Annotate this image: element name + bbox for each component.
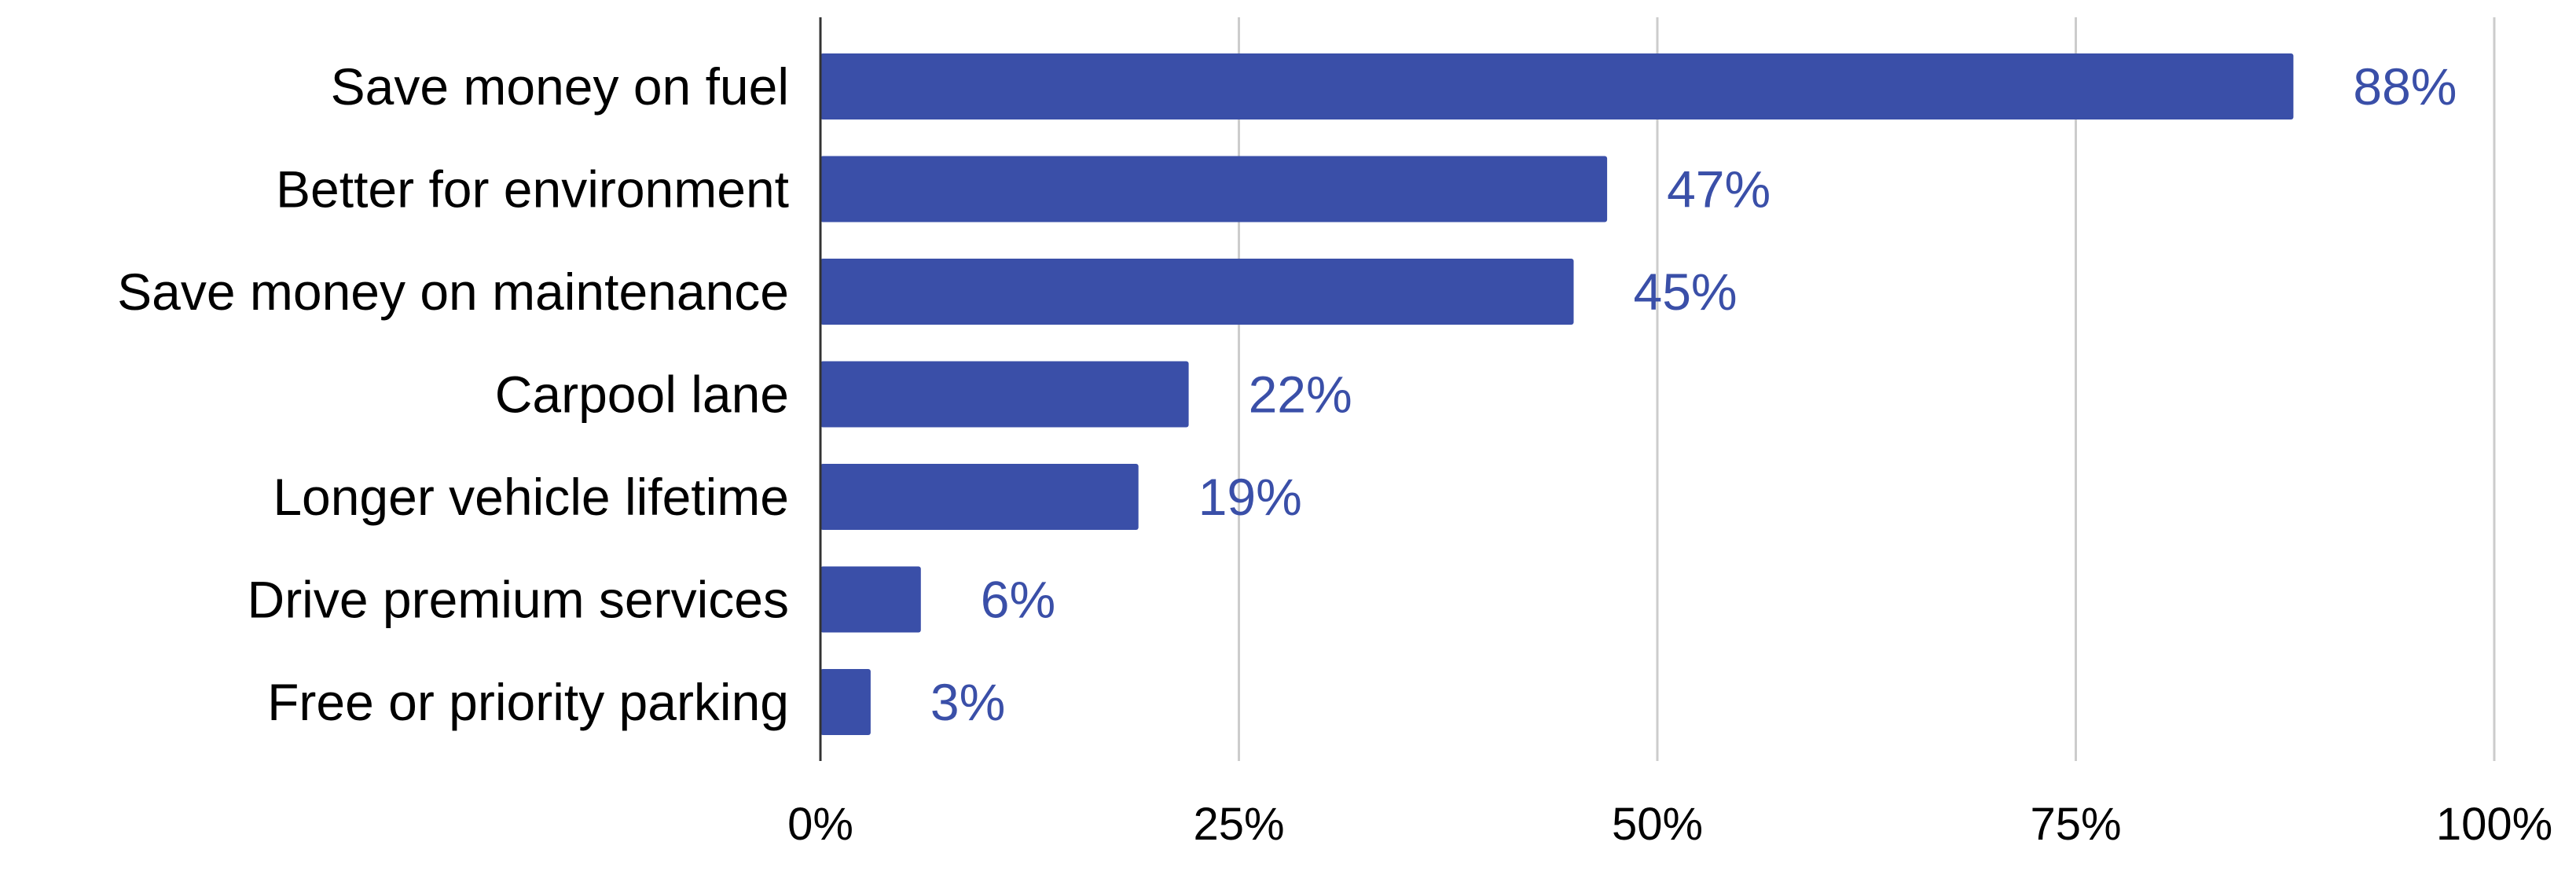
bar (820, 156, 1608, 222)
x-tick-label: 75% (2030, 799, 2121, 850)
category-label: Free or priority parking (267, 673, 789, 731)
x-tick-label: 50% (1612, 799, 1703, 850)
data-label: 19% (1198, 468, 1302, 526)
labels: 0% 25% 50% 75% 100% Save money on fuel 88% Bett… (117, 57, 2552, 850)
data-label: 47% (1667, 160, 1771, 219)
data-label: 88% (2353, 57, 2457, 116)
category-label: Drive premium services (248, 571, 789, 629)
data-label: 45% (1634, 263, 1738, 321)
bar (820, 669, 871, 735)
category-label: Carpool lane (495, 366, 789, 424)
bars (820, 53, 2294, 735)
x-tick-label: 0% (787, 799, 853, 850)
category-label: Longer vehicle lifetime (273, 468, 789, 526)
data-label: 6% (981, 571, 1055, 629)
x-tick-label: 100% (2436, 799, 2552, 850)
x-tick-label: 25% (1193, 799, 1284, 850)
gridlines (1238, 17, 2496, 761)
bar (820, 464, 1139, 530)
bar (820, 361, 1189, 428)
bar (820, 259, 1574, 325)
bar (820, 53, 2294, 119)
category-label: Save money on maintenance (117, 263, 789, 321)
bar (820, 566, 921, 633)
category-label: Save money on fuel (331, 57, 789, 116)
category-label: Better for environment (276, 160, 789, 219)
data-label: 22% (1249, 366, 1352, 424)
data-label: 3% (930, 673, 1005, 731)
